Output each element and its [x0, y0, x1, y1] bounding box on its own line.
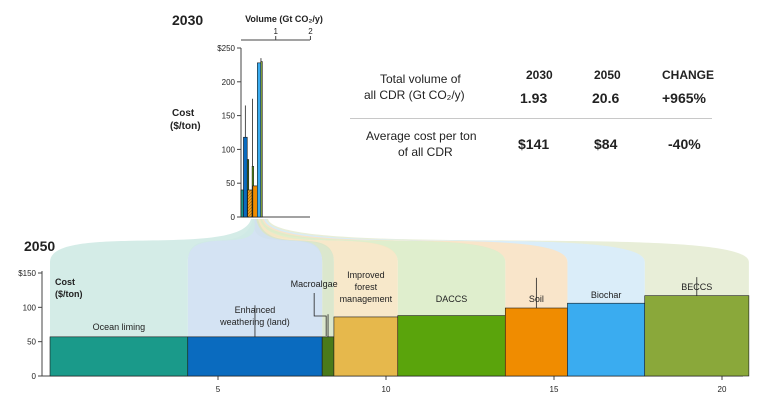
chart-2050-bar-macroalgae — [321, 336, 335, 377]
chart-2050-bar-enhanced-weathering-land — [187, 336, 323, 377]
chart-2050-label-beccs-0: BECCS — [681, 282, 712, 292]
ribbon-daccs — [258, 219, 506, 316]
chart-2050-y-tick-label-3: $150 — [18, 269, 36, 278]
chart-2030-bar-enhanced-weathering-land — [243, 136, 248, 218]
chart-2030-y-tick-label-0: 0 — [231, 213, 236, 222]
chart-2050-year-label: 2050 — [24, 238, 55, 254]
ribbon-beccs — [264, 219, 749, 296]
chart-2050-bar-biochar — [567, 302, 646, 377]
ribbon-biochar — [262, 219, 645, 304]
chart-2050-bar-soil — [504, 307, 568, 377]
chart-2050-label-improved-forest-management-1: forest — [355, 282, 378, 292]
summary-table: 2030 2050 CHANGE Total volume of all CDR… — [350, 58, 730, 168]
chart-2030-x-tick-label-1: 1 — [273, 27, 278, 36]
chart-2030-y-tick-label-2: 100 — [222, 145, 236, 154]
chart-2030-bar-soil — [252, 185, 258, 218]
chart-2050-bar-beccs — [644, 295, 750, 377]
chart-2050-bar-ocean-liming — [49, 336, 189, 377]
chart-2050-label-enhanced-weathering-land-0: Enhanced — [235, 305, 276, 315]
chart-2050-y-tick-label-1: 50 — [27, 338, 36, 347]
chart-2030-bar-ocean-liming — [240, 189, 244, 218]
summary-row-cost-change: -40% — [668, 136, 701, 152]
chart-2050-y-tick-label-2: 100 — [23, 303, 37, 312]
summary-row-cost-label-2: of all CDR — [398, 145, 453, 159]
ribbon-soil — [260, 219, 568, 309]
chart-2050-label-improved-forest-management-2: management — [340, 294, 393, 304]
ribbon-enhanced-weathering-land — [187, 219, 323, 337]
chart-2030-bar-biochar — [257, 62, 262, 218]
chart-2030-y-tick-label-4: 200 — [222, 78, 236, 87]
summary-row-cost-2030: $141 — [518, 136, 550, 152]
chart-2050-x-tick-label-20: 20 — [718, 385, 727, 394]
chart-2030-bar-beccs — [260, 61, 263, 218]
summary-header-2050: 2050 — [594, 68, 621, 82]
chart-2050-x-tick-label-10: 10 — [382, 385, 391, 394]
chart-2050-label-ocean-liming-0: Ocean liming — [93, 322, 146, 332]
summary-row-volume-label-1: Total volume of — [380, 72, 461, 86]
ribbon-ocean-liming — [50, 219, 255, 337]
chart-2030-y-tick-label-5: $250 — [217, 44, 235, 53]
chart-2030-bar-improved-forest-management — [247, 189, 253, 218]
chart-2050-y-axis-title-line1: Cost — [55, 277, 75, 287]
chart-2050-label-enhanced-weathering-land-1: weathering (land) — [219, 317, 290, 327]
summary-row-volume-2050: 20.6 — [592, 90, 620, 106]
chart-2050-bar-improved-forest-management — [333, 316, 399, 377]
summary-divider — [350, 118, 712, 119]
chart-2050-label-improved-forest-management-0: Improved — [347, 270, 385, 280]
summary-header-change: CHANGE — [662, 68, 715, 82]
chart-2050-label-biochar-0: Biochar — [591, 290, 622, 300]
summary-row-volume-2030: 1.93 — [520, 90, 548, 106]
chart-2030-y-tick-label-3: 150 — [222, 112, 236, 121]
chart-2050-y-tick-label-0: 0 — [32, 372, 37, 381]
chart-2050-macroalgae-leader — [313, 293, 327, 336]
chart-2050-label-daccs-0: DACCS — [436, 294, 468, 304]
chart-2030-y-axis-title-line1: Cost — [172, 108, 195, 119]
chart-2030-y-axis-title-line2: ($/ton) — [170, 121, 201, 132]
chart-2030-x-tick-label-2: 2 — [308, 27, 313, 36]
summary-row-volume-label-2: all CDR (Gt CO₂/y) — [364, 88, 465, 102]
summary-row-volume-change: +965% — [662, 90, 706, 106]
chart-2050-label-macroalgae-0: Macroalgae — [291, 279, 338, 289]
chart-2050-y-axis-title-line2: ($/ton) — [55, 289, 83, 299]
ribbon-improved-forest-management — [256, 219, 398, 317]
summary-row-cost-2050: $84 — [594, 136, 618, 152]
summary-row-cost-label-1: Average cost per ton — [366, 129, 477, 143]
chart-2050-label-soil-0: Soil — [529, 294, 544, 304]
chart-2050-bar-daccs — [397, 315, 506, 377]
chart-2050-x-tick-label-5: 5 — [216, 385, 221, 394]
summary-header-2030: 2030 — [526, 68, 553, 82]
chart-2030-x-axis-title: Volume (Gt CO₂/y) — [245, 14, 323, 24]
chart-2030-y-tick-label-1: 50 — [226, 179, 235, 188]
chart-2030-year-label: 2030 — [172, 12, 203, 28]
chart-2050-x-tick-label-15: 15 — [550, 385, 559, 394]
